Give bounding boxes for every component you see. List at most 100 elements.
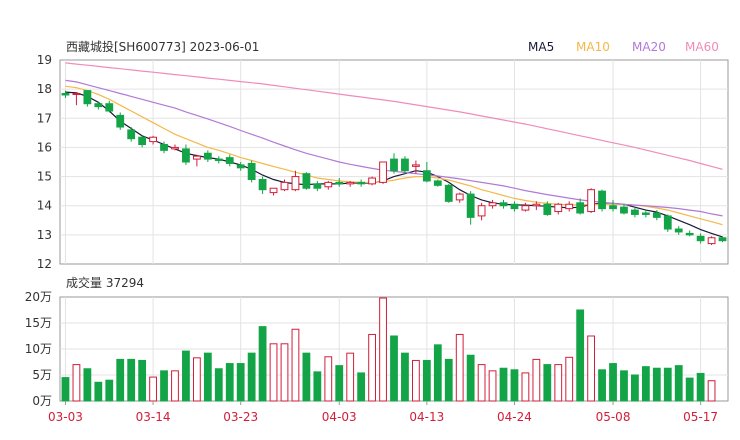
volume-bar-up <box>554 364 563 402</box>
volume-bar-down <box>83 368 92 402</box>
volume-bar-up <box>455 333 464 402</box>
candle-up <box>587 189 596 213</box>
price-tick-label: 19 <box>37 53 52 67</box>
candle-down <box>631 209 639 215</box>
candle-up <box>269 187 278 194</box>
volume-tick-label: 15万 <box>25 316 52 330</box>
candle-down <box>718 237 727 242</box>
volume-axis: 0万 5万 10万 15万 20万 <box>25 290 52 408</box>
volume-bar-down <box>258 326 267 402</box>
volume-bar-up <box>269 343 278 402</box>
candle-up <box>149 136 157 143</box>
volume-bar-up <box>587 335 596 402</box>
candle-down <box>182 148 190 163</box>
volume-bar-up <box>521 372 530 402</box>
volume-bar-down <box>422 359 431 402</box>
candle-down <box>641 212 650 215</box>
volume-bar-up <box>346 352 355 402</box>
candle-down <box>160 144 168 151</box>
volume-bar-down <box>61 377 70 402</box>
candle-up <box>521 205 530 211</box>
volume-bar-down <box>609 363 617 402</box>
volume-bar-up <box>149 376 157 402</box>
price-frame <box>59 59 729 265</box>
volume-bar-down <box>390 335 398 402</box>
candle-down <box>422 170 431 182</box>
volume-bar-down <box>182 350 190 402</box>
volume-bar-down <box>247 352 256 402</box>
legend-ma60: MA60 <box>685 40 719 54</box>
candle-up <box>280 181 289 191</box>
candle-down <box>302 173 311 189</box>
volume-bar-down <box>598 369 606 402</box>
volume-bar-down <box>302 352 311 402</box>
volume-bar-down <box>116 358 125 402</box>
volume-bar-down <box>236 363 245 402</box>
candle-down <box>357 181 366 185</box>
volume-bar-down <box>94 381 103 402</box>
candle-down <box>663 215 672 230</box>
price-tick-label: 13 <box>37 228 52 242</box>
candle-down <box>576 202 585 214</box>
volume-tick-label: 20万 <box>25 290 52 304</box>
candle-down <box>674 228 683 233</box>
candle-down <box>390 158 398 172</box>
volume-bar-down <box>674 365 683 402</box>
candle-down <box>433 180 442 186</box>
volume-bar-down <box>225 363 234 402</box>
volume-title: 成交量 37294 <box>66 275 144 290</box>
ma-legend: MA5 MA10 MA20 MA60 <box>528 40 719 54</box>
volume-bar-up <box>171 370 179 402</box>
volume-tick-label: 5万 <box>32 368 52 382</box>
candle-down <box>444 184 453 202</box>
candle-down <box>127 129 136 140</box>
candle-down <box>510 203 519 210</box>
candle-up <box>532 203 541 207</box>
volume-bar-down <box>652 367 661 402</box>
volume-bar-down <box>444 358 453 402</box>
price-axis: 12 13 14 15 16 17 18 19 <box>37 53 52 271</box>
volume-bar-down <box>576 309 585 402</box>
candle-down <box>203 152 212 160</box>
candle-down <box>598 190 606 210</box>
candles <box>61 90 727 246</box>
price-tick-label: 15 <box>37 170 52 184</box>
candle-down <box>83 90 92 105</box>
candle-down <box>214 158 223 162</box>
volume-bar-down <box>357 372 366 402</box>
candle-down <box>105 103 114 112</box>
candle-down <box>466 193 475 218</box>
candle-down <box>116 114 125 128</box>
candle-down <box>652 212 661 218</box>
candle-up <box>346 181 355 185</box>
candle-down <box>61 93 70 96</box>
candle-down <box>620 206 628 214</box>
volume-bar-down <box>685 377 694 402</box>
price-tick-label: 12 <box>37 257 52 271</box>
candle-down <box>499 202 508 207</box>
candle-down <box>609 205 617 210</box>
volume-bar-down <box>160 370 168 402</box>
volume-bar-down <box>510 369 519 402</box>
candle-up <box>488 202 497 207</box>
date-tick-label: 03-23 <box>223 410 258 424</box>
volume-bar-down <box>214 368 223 402</box>
volume-bar-up <box>565 356 574 402</box>
candle-down <box>247 162 256 180</box>
volume-bar-down <box>663 367 672 402</box>
volume-bar-down <box>433 344 442 402</box>
volume-bar-up <box>532 358 541 402</box>
legend-ma5: MA5 <box>528 40 554 54</box>
candle-up <box>192 155 201 160</box>
volume-bar-down <box>641 366 650 402</box>
candle-up <box>291 176 300 191</box>
volume-bar-down <box>620 370 628 402</box>
date-tick-label: 04-24 <box>497 410 532 424</box>
candle-up <box>379 161 387 183</box>
date-tick-label: 05-17 <box>683 410 718 424</box>
candle-up <box>368 177 376 185</box>
candle-up <box>707 237 716 245</box>
volume-bar-up <box>379 297 387 402</box>
candle-down <box>94 103 103 108</box>
volume-bar-down <box>105 379 114 402</box>
